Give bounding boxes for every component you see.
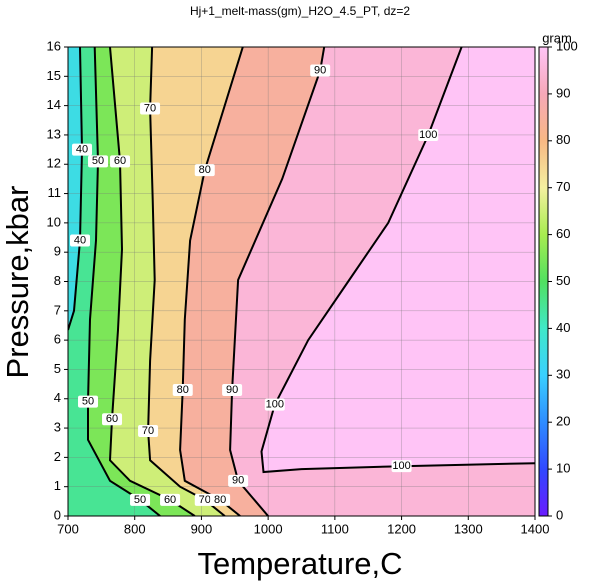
colorbar-tick-label: 20 xyxy=(556,414,570,429)
contour-label: 60 xyxy=(114,155,126,167)
colorbar-tick-label: 50 xyxy=(556,273,570,288)
colorbar-tick-label: 60 xyxy=(556,226,570,241)
colorbar-tick-label: 40 xyxy=(556,320,570,335)
x-tick-label: 900 xyxy=(191,521,213,536)
x-axis-label: Temperature,C xyxy=(197,546,402,581)
y-axis-label: Pressure,kbar xyxy=(0,186,35,379)
contour-label: 70 xyxy=(142,425,154,437)
x-tick-label: 800 xyxy=(124,521,146,536)
contour-label: 90 xyxy=(232,475,244,487)
contour-label-bg xyxy=(418,128,439,141)
x-tick-label: 1200 xyxy=(387,521,416,536)
grid xyxy=(64,46,536,520)
contour-label-bg xyxy=(222,383,243,396)
y-tick-label: 13 xyxy=(47,126,61,141)
contour-label: 40 xyxy=(74,234,86,246)
contour-label: 100 xyxy=(419,129,437,141)
contour-label-bg xyxy=(130,493,151,506)
contour-label: 90 xyxy=(226,384,238,396)
contour-label-bg xyxy=(228,474,249,487)
contour-label-bg xyxy=(194,164,215,177)
y-tick-label: 12 xyxy=(47,156,61,171)
plot-frame xyxy=(67,46,536,517)
contour-band xyxy=(261,47,535,473)
contour-label: 50 xyxy=(92,155,104,167)
y-tick-label: 3 xyxy=(54,420,61,435)
colorbar-label: gram xyxy=(542,30,572,45)
contour-label-bg xyxy=(140,102,161,115)
contour-label: 50 xyxy=(134,494,146,506)
y-tick-label: 4 xyxy=(54,390,61,405)
contour-label: 100 xyxy=(392,460,410,472)
contour-label: 40 xyxy=(76,144,88,156)
colorbar-tick-label: 70 xyxy=(556,179,570,194)
colorbar xyxy=(538,46,549,517)
contour-label: 70 xyxy=(144,102,156,114)
contour-line xyxy=(147,47,226,516)
contour-label-bg xyxy=(102,413,123,426)
contour-label-bg xyxy=(72,143,93,156)
contour-label-bg xyxy=(70,234,91,247)
contour-label-bg xyxy=(78,395,99,408)
contour-label-bg xyxy=(391,460,412,473)
colorbar-tick-label: 0 xyxy=(556,507,563,522)
contour-label: 60 xyxy=(164,494,176,506)
contour-label: 80 xyxy=(199,164,211,176)
contour-label-bg xyxy=(264,398,285,411)
labels: 700 800 900 1000 1100 1200 1300 140001234567891… xyxy=(47,38,578,536)
x-tick-label: 1000 xyxy=(254,521,283,536)
contour-label: 50 xyxy=(82,396,94,408)
colorbar-tick-label: 10 xyxy=(556,461,570,476)
y-tick-label: 14 xyxy=(47,97,61,112)
y-tick-label: 10 xyxy=(47,214,61,229)
contour-label-bg xyxy=(172,383,193,396)
y-tick-label: 5 xyxy=(54,361,61,376)
y-tick-label: 8 xyxy=(54,273,61,288)
contour-label: 70 xyxy=(199,494,211,506)
contour-label: 60 xyxy=(106,413,118,425)
x-tick-label: 1100 xyxy=(321,521,349,536)
contour-label-bg xyxy=(88,155,109,168)
contour-label-bg xyxy=(210,493,231,506)
x-tick-label: 700 xyxy=(57,521,79,536)
y-tick-label: 11 xyxy=(48,185,62,200)
contour-label-bg xyxy=(138,424,159,437)
colorbar-tick-label: 80 xyxy=(556,132,570,147)
y-tick-label: 7 xyxy=(54,302,61,317)
y-tick-label: 6 xyxy=(54,332,61,347)
y-tick-label: 1 xyxy=(54,478,61,493)
contour-label-bg xyxy=(160,493,181,506)
colorbar-tick-label: 30 xyxy=(556,367,570,382)
contour-label: 80 xyxy=(214,494,226,506)
contour-label: 100 xyxy=(266,399,284,411)
contour-label: 80 xyxy=(177,384,189,396)
y-tick-label: 15 xyxy=(47,68,61,83)
contour-label-bg xyxy=(110,155,131,168)
x-tick-label: 1400 xyxy=(521,521,550,536)
contour-label-bg xyxy=(194,493,215,506)
colorbar-tick-label: 90 xyxy=(556,85,570,100)
x-tick-label: 1300 xyxy=(454,521,483,536)
y-tick-label: 16 xyxy=(47,38,61,53)
y-tick-label: 9 xyxy=(54,244,61,259)
contour-label: 90 xyxy=(314,64,326,76)
y-tick-label: 2 xyxy=(54,449,61,464)
chart-title: Hj+1_melt-mass(gm)_H2O_4.5_PT, dz=2 xyxy=(190,4,410,18)
colorbar-tick-label: 100 xyxy=(556,38,578,53)
y-tick-label: 0 xyxy=(54,507,61,522)
contour-label-bg xyxy=(310,64,331,77)
